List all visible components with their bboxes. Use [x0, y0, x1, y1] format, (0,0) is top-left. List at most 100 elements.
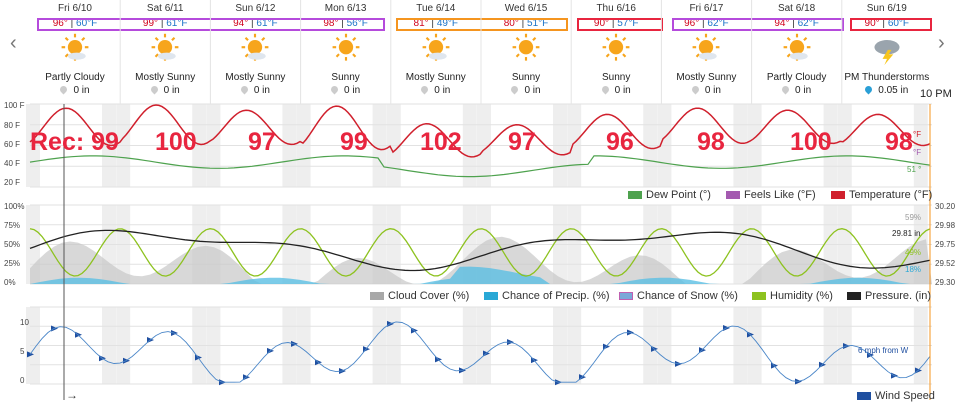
night-band [477, 104, 491, 187]
sunny-icon [602, 33, 630, 61]
night-band [553, 307, 567, 384]
humidity-end-label: 49% [905, 248, 922, 257]
wind-tick-0: 0 [20, 376, 25, 385]
night-band [657, 104, 672, 187]
raindrop-icon [600, 84, 611, 95]
day-column[interactable]: Sat 6/18 94° | 62°F Partly Cloudy 0 in [752, 0, 842, 104]
day-name: Fri 6/10 [58, 3, 92, 14]
legend-wind: Wind Speed [857, 390, 935, 402]
night-band [823, 307, 838, 384]
night-band [462, 205, 477, 284]
temp-separator: | [518, 18, 528, 29]
wind-arrow-icon [483, 350, 490, 357]
pressure-tick-1: 30.20 [935, 202, 956, 211]
temp-tick-60: 60 F [4, 140, 21, 149]
legend-dewpoint: Dew Point (°) [628, 189, 711, 201]
raindrop-icon [690, 84, 701, 95]
condition-label: Sunny [331, 72, 360, 83]
record-9: 100 [790, 128, 832, 156]
condition-label: Sunny [511, 72, 541, 83]
humidity-line [29, 228, 931, 277]
pressure-tick-5: 29.30 [935, 278, 956, 287]
day-column[interactable]: Tue 6/14 81° | 49°F Mostly Sunny 0 in [391, 0, 481, 104]
pct-tick-50: 50% [4, 240, 21, 249]
time-label: 10 PM [920, 88, 952, 100]
record-5: 102 [420, 128, 462, 156]
record-1: Rec: 99 [30, 128, 119, 156]
raindrop-icon [58, 84, 69, 95]
high-temp: 94° [774, 18, 790, 29]
precip-amount: 0 in [481, 84, 571, 96]
record-6: 97 [508, 128, 536, 156]
condition-label: Mostly Sunny [676, 72, 737, 83]
low-temp: 56°F [346, 18, 368, 29]
day-column[interactable]: Sat 6/11 99° | 61°F Mostly Sunny 0 in [120, 0, 210, 104]
mostly-sunny-icon [692, 33, 720, 61]
day-temps: 99° | 61°F [120, 18, 210, 29]
legend-temperature: Temperature (°F) [831, 189, 932, 201]
precip-amount: 0 in [120, 84, 210, 96]
wind-arrow-icon [555, 379, 562, 386]
day-column[interactable]: Fri 6/17 96° | 62°F Mostly Sunny 0 in [661, 0, 751, 104]
temp-separator: | [789, 18, 798, 29]
day-column[interactable]: Sun 6/19 90° | 60°F PM Thunderstorms 0.05 i… [842, 0, 932, 104]
night-band [913, 307, 928, 384]
night-band [823, 205, 838, 284]
low-temp: 60°F [887, 18, 910, 29]
legend-pressure: Pressure. (in) [847, 290, 931, 302]
high-temp: 99° [142, 18, 159, 29]
precip-end-label: 18% [905, 265, 922, 274]
next-arrow[interactable]: › [938, 32, 945, 54]
record-2: 100 [155, 128, 197, 156]
temp-separator: | [609, 18, 618, 29]
night-band [477, 307, 491, 384]
wind-arrow-icon [123, 357, 130, 364]
record-4: 99 [340, 128, 368, 156]
night-band [206, 205, 221, 284]
night-band [462, 104, 477, 187]
day-column[interactable]: Fri 6/10 96° | 60°F Partly Cloudy 0 in [30, 0, 120, 104]
high-temp: 96° [52, 18, 68, 29]
night-band [837, 307, 852, 384]
wind-arrow-icon [147, 337, 154, 344]
wind-arrow-icon [651, 345, 658, 352]
sunny-icon [332, 33, 360, 61]
forecast-days: Fri 6/10 96° | 60°F Partly Cloudy 0 in Sat 6… [30, 0, 932, 104]
wind-arrow-icon [579, 374, 586, 381]
wind-arrow-icon [315, 359, 322, 366]
precip-amount: 0 in [752, 84, 842, 96]
night-band [386, 205, 401, 284]
low-temp: 49°F [436, 18, 459, 29]
wind-arrow-icon [915, 367, 922, 374]
partly-cloudy-icon [61, 33, 89, 61]
legend-feelslike: Feels Like (°F) [726, 189, 816, 201]
temp-separator: | [67, 18, 77, 29]
day-column[interactable]: Wed 6/15 80° | 51°F Sunny 0 in [481, 0, 571, 104]
precip-amount: 0 in [210, 84, 300, 96]
mostly-sunny-icon [241, 33, 269, 61]
night-band [477, 205, 491, 284]
wind-arrow-icon [435, 356, 442, 363]
wind-arrow-icon [723, 325, 730, 332]
precip-amount: 0 in [30, 84, 120, 96]
low-temp: 62°F [797, 18, 819, 29]
temp-tick-100: 100 F [4, 101, 25, 110]
night-band [102, 205, 116, 284]
wind-arrow-icon [387, 320, 394, 327]
pressure-tick-2: 29.98 [935, 221, 956, 230]
record-10: 98 [885, 128, 913, 156]
day-name: Sat 6/18 [777, 3, 816, 14]
night-band [733, 104, 748, 187]
day-column[interactable]: Thu 6/16 90° | 57°F Sunny 0 in [571, 0, 661, 104]
wind-arrow-icon [795, 378, 802, 385]
wind-arrow-icon [747, 331, 754, 338]
day-column[interactable]: Sun 6/12 94° | 61°F Mostly Sunny 0 in [210, 0, 300, 104]
day-column[interactable]: Mon 6/13 98° | 56°F Sunny 0 in [301, 0, 391, 104]
temp-separator: | [158, 18, 167, 29]
raindrop-icon [239, 84, 250, 95]
wind-arrow-icon [51, 325, 58, 332]
night-band [837, 104, 852, 187]
wind-tick-10: 10 [20, 318, 29, 327]
prev-arrow[interactable]: ‹ [10, 32, 17, 54]
night-band [733, 205, 748, 284]
